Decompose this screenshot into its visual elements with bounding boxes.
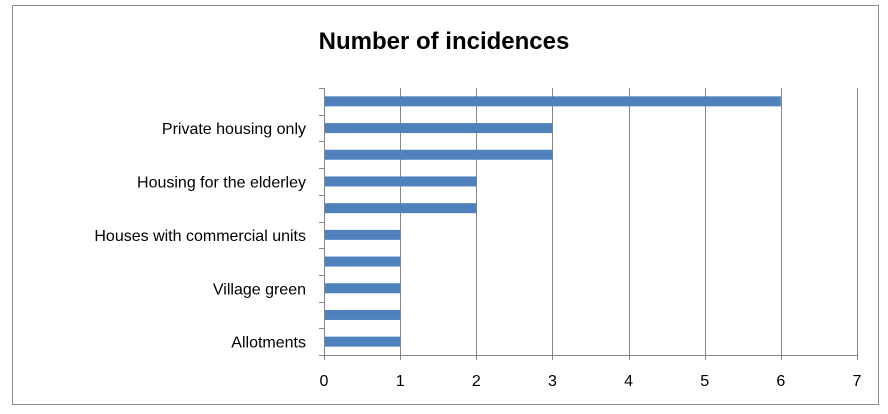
- x-tick-label: 0: [320, 373, 329, 390]
- bar: [324, 229, 401, 240]
- x-tick-label: 1: [396, 373, 405, 390]
- bar: [324, 309, 401, 320]
- x-tick-label: 7: [853, 373, 862, 390]
- bar: [324, 176, 477, 187]
- y-tick-label: Houses with commercial units: [94, 228, 306, 245]
- x-tick-label: 4: [624, 373, 633, 390]
- x-tick-label: 6: [776, 373, 785, 390]
- bar: [324, 203, 477, 214]
- bar: [324, 96, 781, 107]
- bar: [324, 256, 401, 267]
- y-tick-label: Village green: [213, 281, 306, 298]
- x-tick-label: 5: [700, 373, 709, 390]
- bar: [324, 149, 553, 160]
- chart-title: Number of incidences: [318, 28, 570, 55]
- x-tick-label: 3: [548, 373, 557, 390]
- y-tick-label: Private housing only: [162, 121, 306, 138]
- y-tick-label: Housing for the elderley: [137, 174, 306, 191]
- y-tick-label: Allotments: [231, 335, 306, 352]
- bar: [324, 123, 553, 134]
- bar: [324, 336, 401, 347]
- bar: [324, 283, 401, 294]
- x-tick-label: 2: [472, 373, 481, 390]
